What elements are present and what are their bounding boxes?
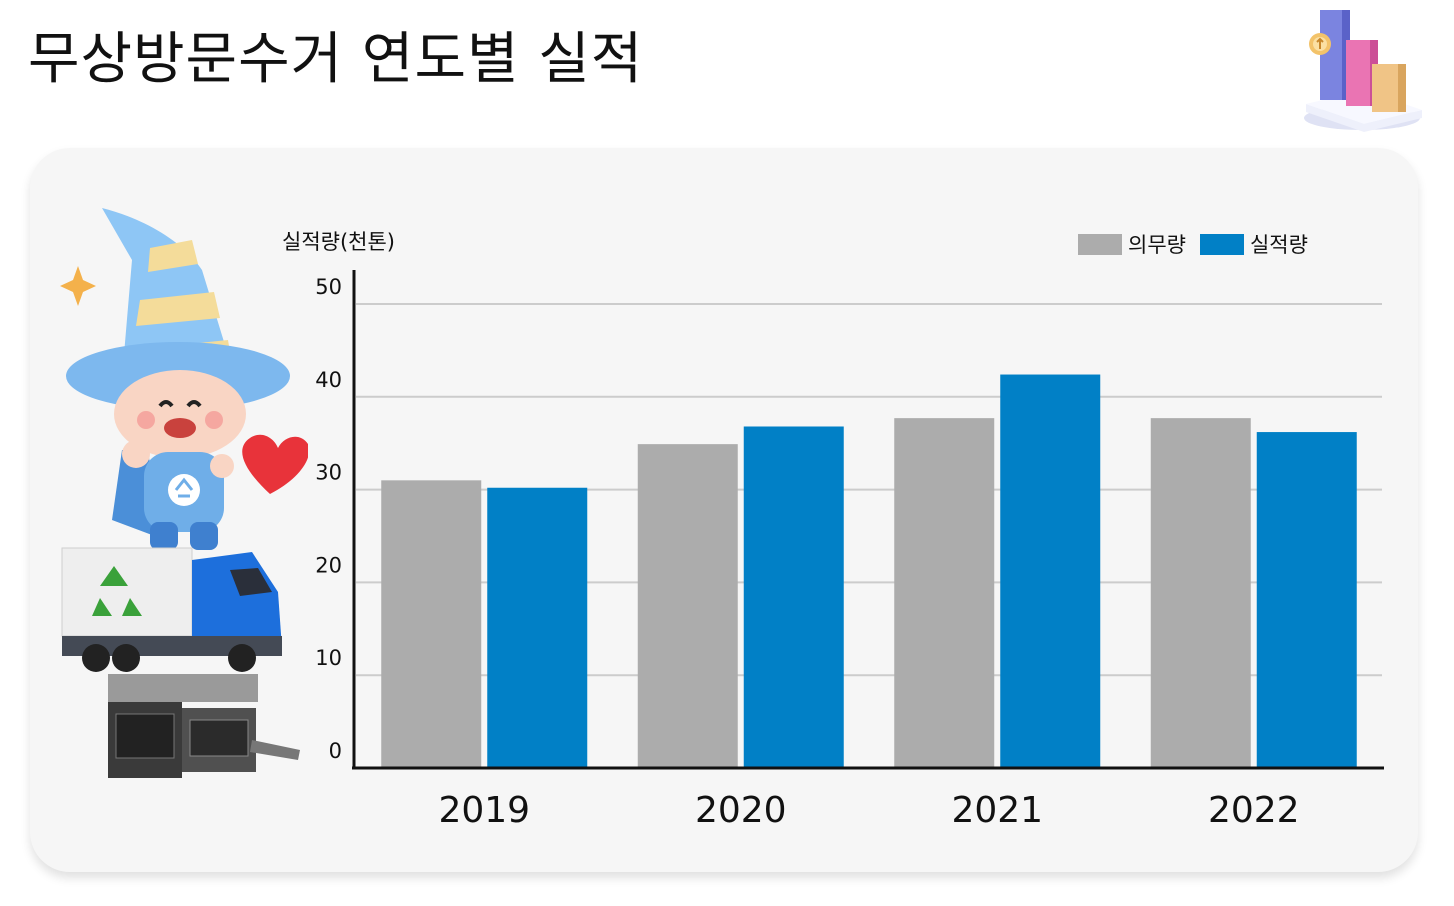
- sparkle-icon: [60, 266, 96, 306]
- legend-item-performance: 실적량: [1199, 229, 1308, 259]
- x-tick-label: 2022: [1208, 790, 1300, 831]
- bar-performance-2022: [1256, 432, 1357, 768]
- page-title: 무상방문수거 연도별 실적: [28, 27, 644, 92]
- y-tick-label: 40: [315, 368, 342, 392]
- y-tick-label: 0: [329, 739, 342, 763]
- bar-obligation-2020: [637, 444, 738, 768]
- bar-performance-2019: [487, 487, 588, 768]
- bar-performance-2021: [1000, 374, 1101, 768]
- legend-label-performance: 실적량: [1249, 233, 1308, 257]
- heart-icon: [242, 434, 308, 494]
- y-tick-label: 50: [315, 275, 342, 299]
- axis-ticks: 0 10 20 30 40 50 2019 2020 2021 2022: [315, 275, 1299, 831]
- x-tick-label: 2020: [695, 790, 787, 831]
- x-tick-label: 2019: [438, 790, 530, 831]
- y-tick-label: 20: [315, 553, 342, 577]
- recycle-icon: [92, 566, 142, 616]
- y-axis-title: 실적량(천톤): [282, 230, 395, 254]
- y-tick-label: 10: [315, 646, 342, 670]
- bar-obligation-2022: [1150, 418, 1251, 768]
- y-tick-label: 30: [315, 461, 342, 485]
- legend-swatch-obligation: [1078, 233, 1122, 255]
- legend: 의무량 실적량: [1078, 229, 1322, 259]
- bars: [381, 374, 1357, 768]
- mascot-illustration: [60, 208, 308, 778]
- bar-obligation-2021: [894, 418, 995, 768]
- legend-label-obligation: 의무량: [1128, 233, 1186, 257]
- legend-swatch-performance: [1199, 233, 1244, 255]
- bar-obligation-2019: [381, 480, 482, 768]
- legend-item-obligation: 의무량: [1078, 229, 1186, 259]
- x-tick-label: 2021: [951, 790, 1043, 831]
- bar-performance-2020: [743, 426, 844, 768]
- bar-chart-3d-icon: [1304, 10, 1422, 132]
